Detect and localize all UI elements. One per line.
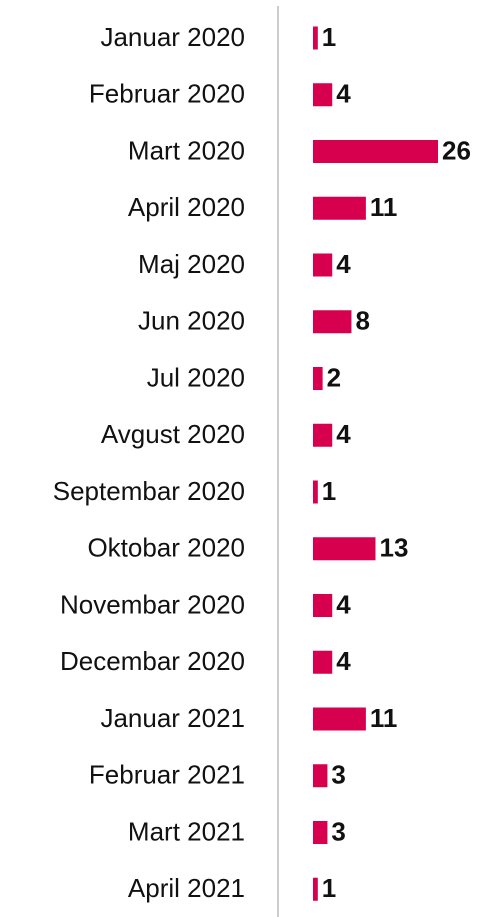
value-label: 1 bbox=[322, 873, 336, 903]
value-label: 8 bbox=[355, 306, 369, 336]
bar bbox=[313, 537, 376, 561]
bar bbox=[313, 707, 366, 731]
bar bbox=[313, 196, 366, 220]
category-label: Septembar 2020 bbox=[53, 476, 245, 506]
category-label: Avgust 2020 bbox=[101, 419, 245, 449]
category-label: April 2020 bbox=[128, 192, 245, 222]
value-label: 4 bbox=[336, 589, 351, 619]
value-label: 2 bbox=[327, 362, 341, 392]
category-label: Februar 2020 bbox=[89, 79, 245, 109]
category-label: Oktobar 2020 bbox=[87, 533, 245, 563]
category-label: Mart 2020 bbox=[128, 135, 245, 165]
category-label: Decembar 2020 bbox=[60, 646, 245, 676]
bar bbox=[313, 877, 318, 901]
value-label: 1 bbox=[322, 22, 336, 52]
bar bbox=[313, 310, 352, 334]
category-label: Jun 2020 bbox=[138, 306, 245, 336]
value-label: 3 bbox=[331, 760, 345, 790]
category-label: Maj 2020 bbox=[138, 249, 245, 279]
bar bbox=[313, 26, 318, 50]
value-label: 3 bbox=[331, 816, 345, 846]
category-label: Januar 2020 bbox=[100, 22, 245, 52]
category-label: Mart 2021 bbox=[128, 816, 245, 846]
value-label: 4 bbox=[336, 249, 351, 279]
bar bbox=[313, 480, 318, 504]
category-label: Januar 2021 bbox=[100, 703, 245, 733]
bar bbox=[313, 253, 333, 277]
bar bbox=[313, 367, 323, 390]
bar bbox=[313, 764, 328, 788]
bar bbox=[313, 821, 328, 844]
bar bbox=[313, 650, 333, 674]
value-label: 4 bbox=[336, 646, 351, 676]
bar bbox=[313, 83, 333, 107]
category-label: Novembar 2020 bbox=[60, 589, 245, 619]
bar bbox=[313, 140, 438, 163]
bar bbox=[313, 594, 333, 617]
value-label: 11 bbox=[370, 192, 398, 222]
value-label: 4 bbox=[336, 419, 351, 449]
bar bbox=[313, 423, 333, 447]
category-label: Februar 2021 bbox=[89, 760, 245, 790]
category-label: April 2021 bbox=[128, 873, 245, 903]
value-label: 26 bbox=[442, 135, 471, 165]
value-label: 11 bbox=[370, 703, 398, 733]
category-label: Jul 2020 bbox=[147, 362, 245, 392]
value-label: 4 bbox=[336, 79, 351, 109]
value-label: 13 bbox=[380, 533, 409, 563]
value-label: 1 bbox=[322, 476, 336, 506]
